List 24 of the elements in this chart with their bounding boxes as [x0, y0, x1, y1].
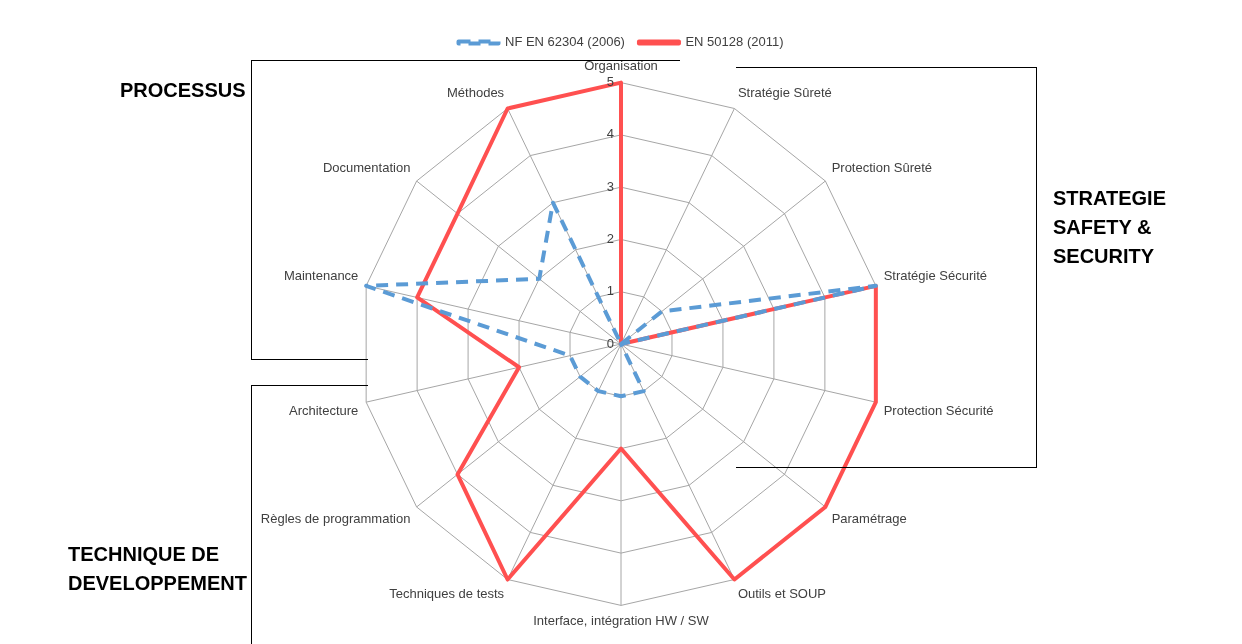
y-tick-label: 2: [606, 231, 614, 247]
text: TECHNIQUE DE DEVELOPPEMENT: [68, 542, 248, 596]
spoke-label: Interface, intégration HW / SW: [533, 612, 710, 628]
spoke-label: Techniques de tests: [389, 586, 505, 602]
y-tick-label: 4: [606, 126, 614, 142]
legend-label: NF EN 62304 (2006): [505, 34, 625, 50]
spoke-label: Paramétrage: [831, 511, 907, 527]
spoke-label: Protection Sécurité: [883, 403, 994, 419]
spoke-label: Protection Sûreté: [831, 159, 933, 175]
spoke-label: Outils et SOUP: [737, 586, 827, 602]
spoke-label: Organisation: [584, 58, 658, 74]
legend-label: EN 50128 (2011): [685, 34, 784, 50]
spoke-label: Documentation: [322, 159, 411, 175]
spoke-label: Architecture: [288, 403, 359, 419]
spoke-label: Règles de programmation: [260, 511, 411, 527]
spoke-label: Stratégie Sûreté: [737, 85, 832, 101]
text: PROCESSUS: [120, 78, 247, 103]
y-tick-label: 0: [606, 335, 614, 351]
y-tick-label: 3: [606, 178, 614, 194]
spoke-label: Stratégie Sécurité: [883, 267, 987, 283]
spoke-label: Maintenance: [283, 267, 359, 283]
y-tick-label: 1: [606, 283, 614, 299]
text: STRATEGIE SAFETY & SECURITY: [1053, 186, 1167, 269]
spoke-label: Méthodes: [447, 85, 505, 101]
